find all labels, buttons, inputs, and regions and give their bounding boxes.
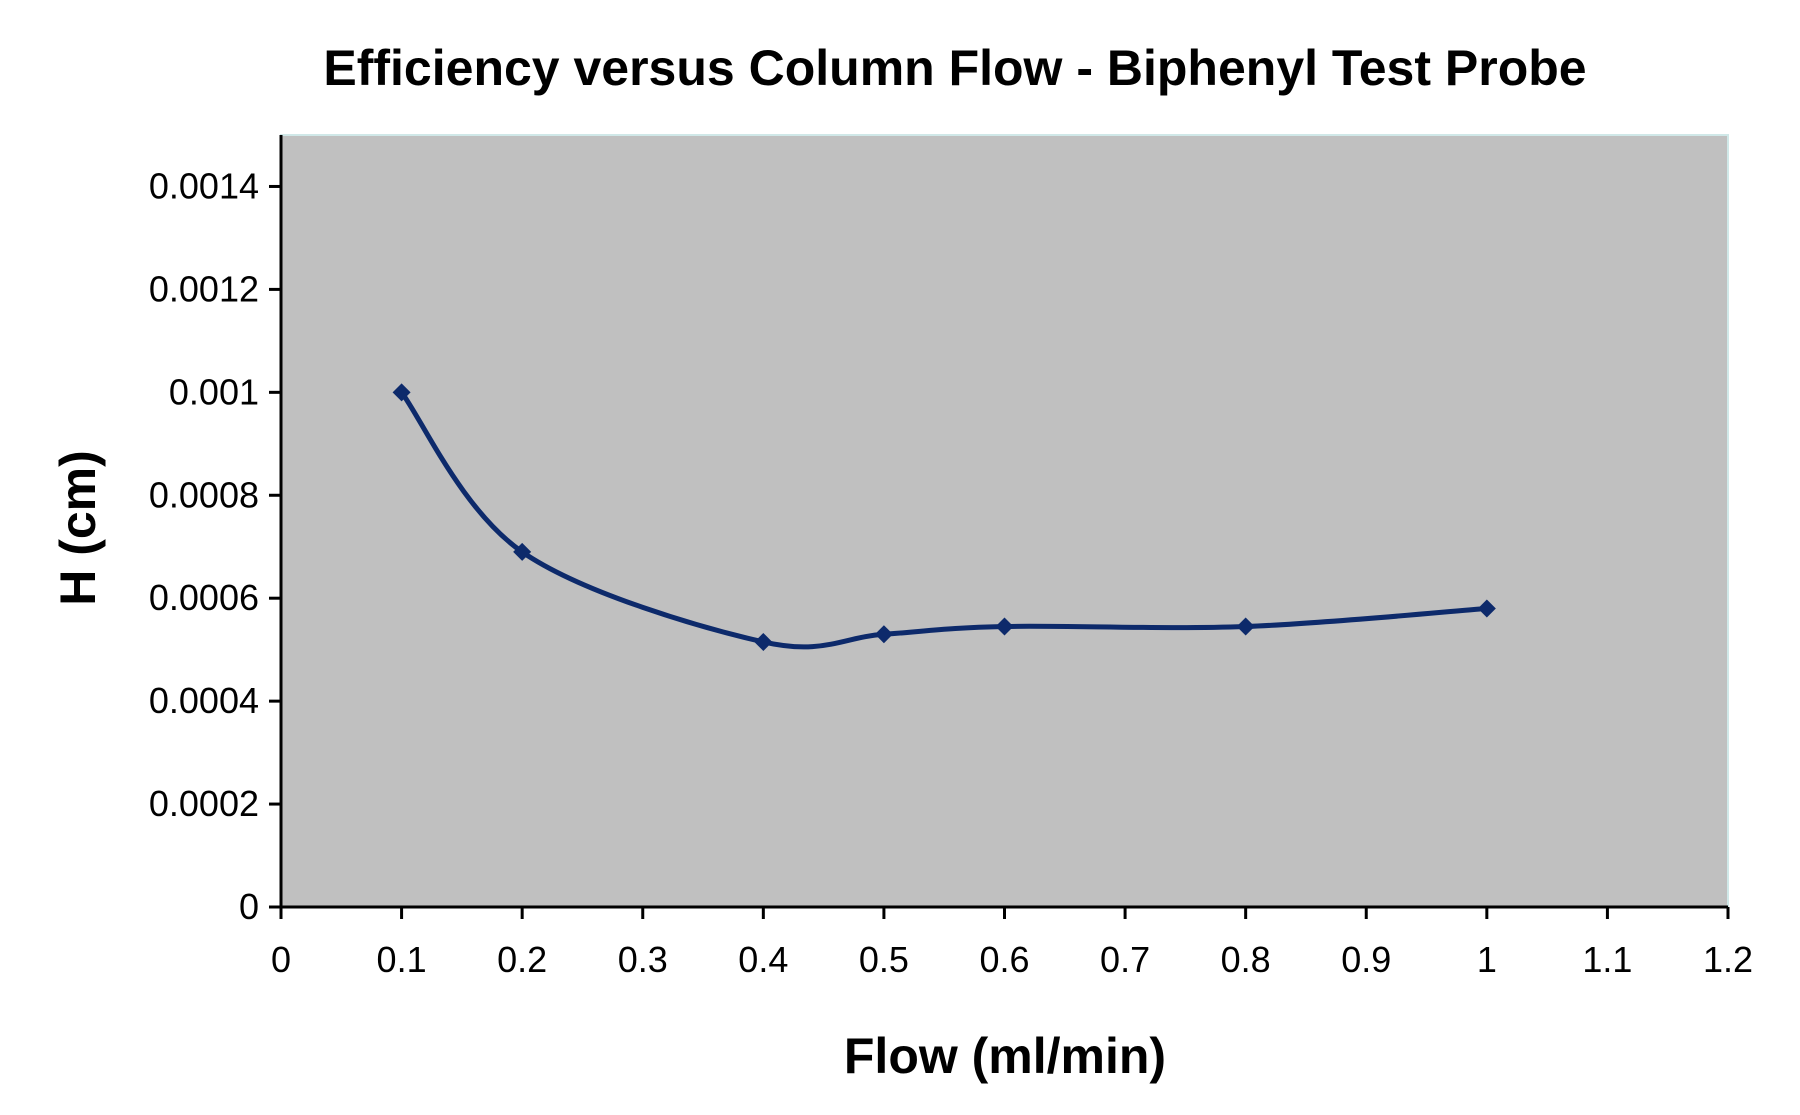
y-tick-label: 0.0002: [149, 783, 259, 824]
y-tick-label: 0.0014: [149, 165, 259, 206]
y-tick-label: 0: [239, 886, 259, 927]
x-tick-label: 0.3: [618, 939, 668, 980]
y-tick-label: 0.0008: [149, 474, 259, 515]
y-tick-label: 0.0012: [149, 268, 259, 309]
x-axis: 0 0.1 0.2 0.3 0.4 0.5 0.6 0.7 0.8 0.9 1 1.1 1.2: [271, 905, 1753, 980]
y-axis: 0 0.0002 0.0004 0.0006 0.0008 0.001 0.0012 0.00…: [149, 135, 283, 927]
plot-area: [280, 134, 1729, 908]
y-tick-label: 0.0004: [149, 680, 259, 721]
x-tick-label: 0.2: [497, 939, 547, 980]
x-tick-label: 0.6: [979, 939, 1029, 980]
x-tick-label: 0.4: [738, 939, 788, 980]
x-tick-label: 0.9: [1341, 939, 1391, 980]
data-point: [874, 625, 893, 644]
data-point: [754, 632, 773, 651]
x-tick-label: 1.1: [1582, 939, 1632, 980]
series-layer: [392, 383, 1496, 651]
data-point: [392, 383, 411, 402]
y-tick-label: 0.0006: [149, 577, 259, 618]
x-axis-title: Flow (ml/min): [844, 1028, 1166, 1084]
data-point: [1236, 617, 1255, 636]
x-tick-label: 0.1: [377, 939, 427, 980]
y-axis-title: H (cm): [50, 450, 106, 606]
y-tick-label: 0.001: [169, 371, 259, 412]
x-tick-label: 0: [271, 939, 291, 980]
chart-title: Efficiency versus Column Flow - Biphenyl…: [323, 40, 1586, 96]
data-point: [513, 542, 532, 561]
x-tick-label: 0.5: [859, 939, 909, 980]
x-tick-label: 1.2: [1703, 939, 1753, 980]
data-point: [1477, 599, 1496, 618]
x-tick-label: 1: [1477, 939, 1497, 980]
x-tick-label: 0.8: [1221, 939, 1271, 980]
data-point: [995, 617, 1014, 636]
x-tick-label: 0.7: [1100, 939, 1150, 980]
